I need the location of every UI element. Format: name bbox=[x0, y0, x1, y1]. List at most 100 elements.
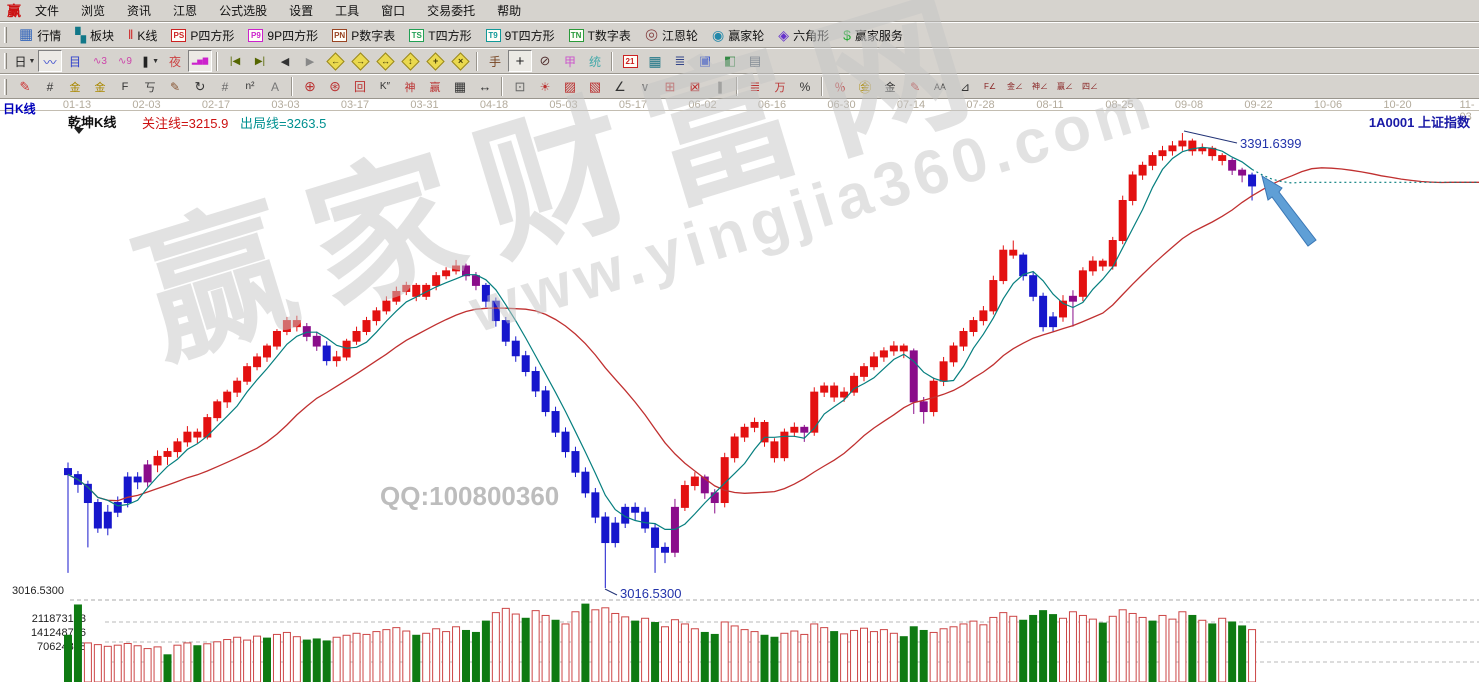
period-label[interactable]: 日K线 bbox=[3, 102, 36, 116]
cycle-grid-button[interactable]: ⊞ bbox=[658, 76, 682, 98]
gann-grid-button[interactable]: # bbox=[38, 76, 62, 98]
target-circle-button[interactable]: ⊕ bbox=[298, 76, 322, 98]
t-square-button[interactable]: TS T四方形 bbox=[402, 24, 478, 46]
shift-right-button[interactable]: → bbox=[348, 50, 372, 72]
nine-t-square-button[interactable]: T9 9T四方形 bbox=[479, 24, 562, 46]
nine-p-square-button[interactable]: P9 9P四方形 bbox=[241, 24, 325, 46]
list-button[interactable]: 目 bbox=[63, 50, 87, 72]
circle-arrow-button[interactable]: ↻ bbox=[188, 76, 212, 98]
gold-grid-a-button[interactable]: 金 bbox=[63, 76, 87, 98]
wan-percent-button[interactable]: 万 bbox=[768, 76, 792, 98]
percent-button[interactable]: % bbox=[793, 76, 817, 98]
gold-grid-b-button[interactable]: 金 bbox=[88, 76, 112, 98]
gold-circle-button[interactable]: ㊎ bbox=[853, 76, 877, 98]
zoom-in-button[interactable]: + bbox=[423, 50, 447, 72]
menu-settings[interactable]: 设置 bbox=[289, 3, 314, 18]
print-button[interactable]: ▤ bbox=[743, 50, 767, 72]
ray-star-button[interactable]: ⊛ bbox=[323, 76, 347, 98]
v-lines-button[interactable]: ∨ bbox=[633, 76, 657, 98]
symbol-label[interactable]: 1A0001 上证指数 bbox=[1368, 115, 1470, 130]
report-button[interactable]: ≣ bbox=[668, 50, 692, 72]
crosshair-button[interactable]: + bbox=[508, 50, 532, 72]
prev-page-button[interactable]: ◀ bbox=[273, 50, 297, 72]
shift-left-button[interactable]: ← bbox=[323, 50, 347, 72]
brush-button[interactable]: ✎ bbox=[903, 76, 927, 98]
toolbar-grip[interactable] bbox=[4, 53, 7, 69]
text-tool-button[interactable]: A bbox=[263, 76, 287, 98]
wave9-button[interactable]: ∿9 bbox=[113, 50, 137, 72]
shen-grid-button[interactable]: 神 bbox=[398, 76, 422, 98]
zoom-out-button[interactable]: × bbox=[448, 50, 472, 72]
p-number-table-button[interactable]: PN P数字表 bbox=[325, 24, 402, 46]
winner-service-button[interactable]: $ 赢家服务 bbox=[836, 24, 910, 46]
cycle-grid2-button[interactable]: ⊠ bbox=[683, 76, 707, 98]
last-page-button[interactable]: ▶| bbox=[248, 50, 272, 72]
kline-button[interactable]: ‖ K线 bbox=[121, 24, 164, 46]
n-squared-button[interactable]: n² bbox=[238, 76, 262, 98]
k-wave-button[interactable]: K″ bbox=[373, 76, 397, 98]
angle-tool-button[interactable]: ⊿ bbox=[953, 76, 977, 98]
next-page-button[interactable]: ▶ bbox=[298, 50, 322, 72]
save-button[interactable]: ▣ bbox=[693, 50, 717, 72]
winner-wheel-button[interactable]: ◉ 赢家轮 bbox=[705, 24, 771, 46]
ying-angle-button[interactable]: 赢∠ bbox=[1053, 76, 1077, 98]
expand-h-button[interactable]: ↔ bbox=[373, 50, 397, 72]
percent-lines-button[interactable]: ％ bbox=[828, 76, 852, 98]
tool-tong-button[interactable]: 统 bbox=[583, 50, 607, 72]
double-a-button[interactable]: AA bbox=[928, 76, 952, 98]
period-day-button[interactable]: 日 ▼ bbox=[13, 50, 37, 72]
toolbar-grip[interactable] bbox=[4, 78, 7, 95]
export-button[interactable]: ◧ bbox=[718, 50, 742, 72]
histogram-button[interactable]: ▂▅▇ bbox=[188, 50, 212, 72]
calculator-button[interactable]: ▦ bbox=[643, 50, 667, 72]
shen-angle-button[interactable]: 神∠ bbox=[1028, 76, 1052, 98]
numbered-grid-button[interactable]: ▦ bbox=[448, 76, 472, 98]
menu-tools[interactable]: 工具 bbox=[335, 3, 360, 18]
tool-jia-button[interactable]: 甲 bbox=[558, 50, 582, 72]
p-square-button[interactable]: PS P四方形 bbox=[164, 24, 241, 46]
width-measure-button[interactable]: ↔ bbox=[473, 76, 497, 98]
menu-view[interactable]: 浏览 bbox=[81, 3, 106, 18]
box-fan-button[interactable]: ▧ bbox=[583, 76, 607, 98]
first-page-button[interactable]: |◀ bbox=[223, 50, 247, 72]
wave3-button[interactable]: ∿3 bbox=[88, 50, 112, 72]
expand-v-button[interactable]: ↕ bbox=[398, 50, 422, 72]
thin-candle-button[interactable]: ❚ ▼ bbox=[138, 50, 162, 72]
hexagon-button[interactable]: ◈ 六角形 bbox=[771, 24, 836, 46]
square-spiral-button[interactable]: 回 bbox=[348, 76, 372, 98]
magnifier-button[interactable]: ⊘ bbox=[533, 50, 557, 72]
toolbar-grip[interactable] bbox=[4, 27, 7, 43]
f-grid-button[interactable]: F bbox=[113, 76, 137, 98]
si-angle-button[interactable]: 四∠ bbox=[1078, 76, 1102, 98]
menu-news[interactable]: 资讯 bbox=[127, 3, 152, 18]
menu-trade[interactable]: 交易委托 bbox=[427, 3, 476, 18]
parallel-lines-button[interactable]: ∥ bbox=[708, 76, 732, 98]
t-number-table-button[interactable]: TN T数字表 bbox=[562, 24, 638, 46]
draw-pencil-button[interactable]: ✎ bbox=[13, 76, 37, 98]
market-button[interactable]: ▦ 行情 bbox=[12, 24, 68, 46]
menu-gann[interactable]: 江恩 bbox=[173, 3, 198, 18]
f-angle-button[interactable]: F∠ bbox=[978, 76, 1002, 98]
menu-file[interactable]: 文件 bbox=[35, 3, 60, 18]
menu-window[interactable]: 窗口 bbox=[381, 3, 406, 18]
pattern-button[interactable]: 〰 bbox=[38, 50, 62, 72]
box-corner-button[interactable]: ⊡ bbox=[508, 76, 532, 98]
gann-wheel-button[interactable]: ◎ 江恩轮 bbox=[638, 24, 705, 46]
gold-angle-button[interactable]: 金∠ bbox=[1003, 76, 1027, 98]
gold-lines-button[interactable]: 金 bbox=[878, 76, 902, 98]
kline-style-button[interactable]: 夜 bbox=[163, 50, 187, 72]
hand-tool-button[interactable]: 手 bbox=[483, 50, 507, 72]
fan-rays-button[interactable]: ☀ bbox=[533, 76, 557, 98]
price-levels-button[interactable]: ≣ bbox=[743, 76, 767, 98]
ying-grid-button[interactable]: 赢 bbox=[423, 76, 447, 98]
menu-help[interactable]: 帮助 bbox=[497, 3, 522, 18]
indicator-label[interactable]: 乾坤K线 bbox=[68, 115, 117, 130]
pencil-grid-button[interactable]: ✎ bbox=[163, 76, 187, 98]
plain-grid-button[interactable]: # bbox=[213, 76, 237, 98]
angle-lines-button[interactable]: ∠ bbox=[608, 76, 632, 98]
blocks-button[interactable]: ▚ 板块 bbox=[68, 24, 121, 46]
hook-grid-button[interactable]: 丂 bbox=[138, 76, 162, 98]
chart-canvas[interactable]: 3391.6399 3016.5300 bbox=[0, 99, 1479, 682]
indicator-caret-icon[interactable] bbox=[74, 128, 84, 134]
box-rays-button[interactable]: ▨ bbox=[558, 76, 582, 98]
